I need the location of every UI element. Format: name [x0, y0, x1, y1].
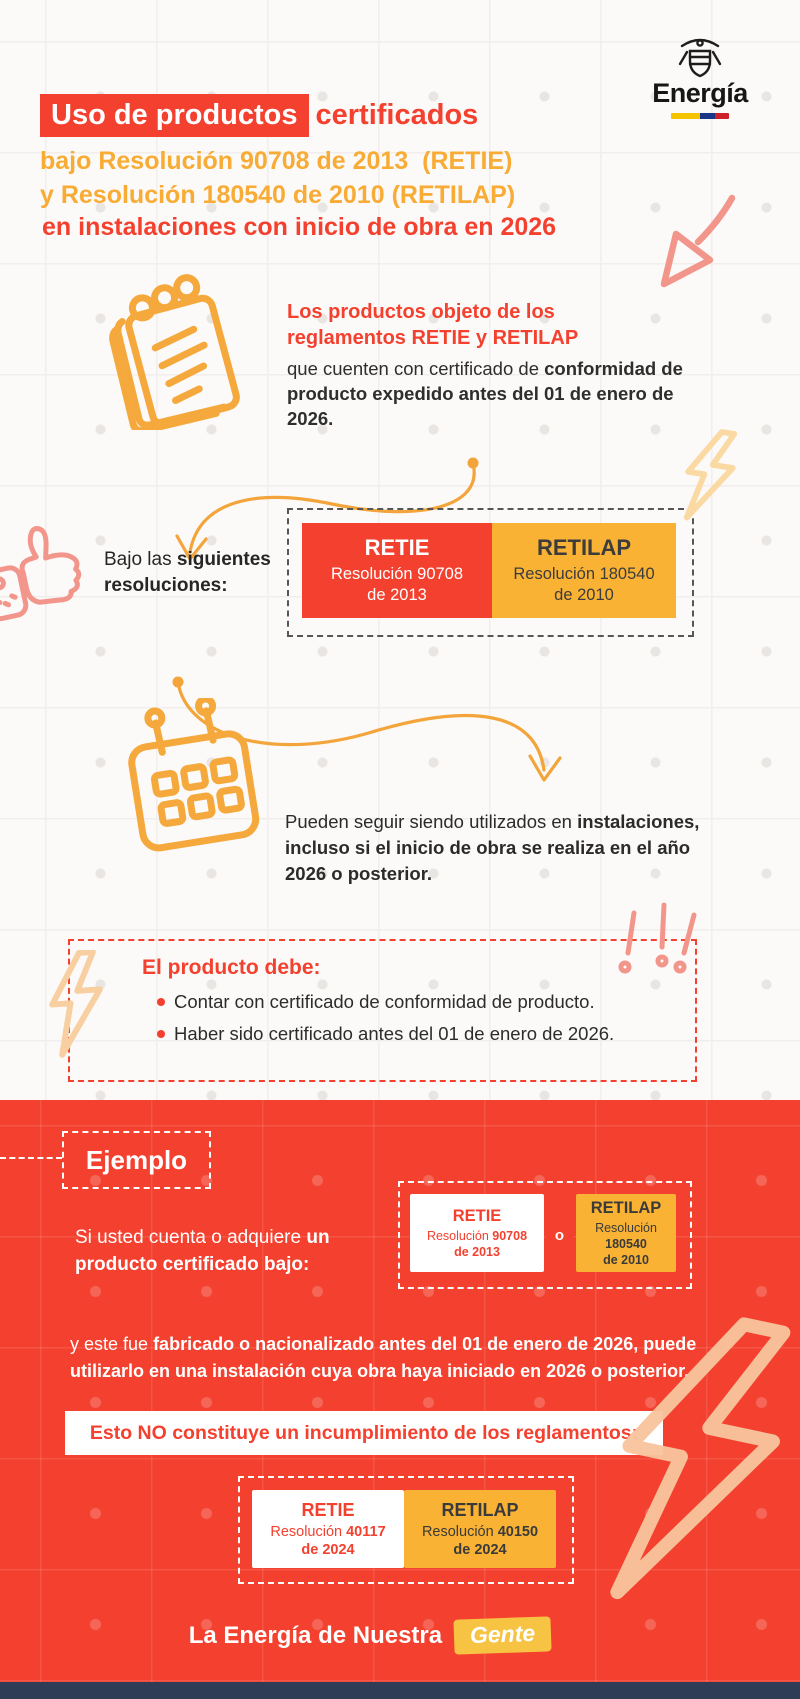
- lightning-bolt-doodle-icon: [680, 426, 738, 526]
- example-resolutions-box: RETIE Resolución 90708 de 2013 o RETILAP…: [398, 1181, 692, 1289]
- requirements-heading: El producto debe:: [142, 956, 321, 979]
- title-highlight: Uso de productos: [40, 94, 309, 137]
- usage-regular: Pueden seguir siendo utilizados en: [285, 811, 578, 832]
- lightning-bolt-doodle-icon: [38, 950, 114, 1058]
- retie-title: RETIE: [452, 1206, 502, 1225]
- tagline-highlight: Gente: [453, 1616, 552, 1655]
- retie-resolution-number: 90708: [492, 1228, 528, 1243]
- retilap-resolution-label: Resolución: [595, 1220, 657, 1235]
- resolutions-dashed-box: RETIE Resolución 90708 de 2013 RETILAP R…: [287, 508, 694, 637]
- colombia-flag-bar: [671, 113, 729, 119]
- intro-body: que cuenten con certificado de conformid…: [287, 356, 685, 431]
- retie-resolution-number: 40117: [346, 1523, 386, 1540]
- usage-paragraph: Pueden seguir siendo utilizados en insta…: [285, 809, 727, 887]
- intro-heading-line1: Los productos objeto de los: [287, 301, 555, 323]
- under-label-bold1: siguientes: [176, 549, 271, 570]
- thumbs-up-icon: [0, 518, 98, 632]
- retilap-year: de 2010: [603, 1252, 649, 1267]
- retie-card: RETIE Resolución 90708 de 2013: [302, 523, 492, 618]
- intro-body-regular: que cuenten con certificado de: [287, 358, 545, 379]
- title-line4: en instalaciones con inicio de obra en 2…: [42, 213, 557, 241]
- retilap-resolution-label: Resolución: [421, 1523, 498, 1540]
- retie-resolution-label: Resolución: [426, 1228, 493, 1243]
- retilap-card: RETILAP Resolución 180540 de 2010: [492, 523, 676, 618]
- retie-title: RETIE: [301, 1499, 355, 1520]
- calendar-icon: [115, 698, 270, 863]
- retilap-title: RETILAP: [590, 1198, 662, 1217]
- ejemplo-title-box: Ejemplo: [62, 1131, 211, 1189]
- pink-doodle-arrow-icon: [648, 190, 743, 298]
- example-intro-regular: Si usted cuenta o adquiere: [75, 1227, 307, 1248]
- retie-resolution-label: Resolución: [270, 1523, 347, 1540]
- notepad-icon: [98, 268, 258, 430]
- no-breach-notice-text: Esto NO constituye un incumplimiento de …: [89, 1421, 639, 1444]
- retie-year: de 2024: [301, 1541, 355, 1558]
- retie-year: de 2013: [367, 586, 427, 604]
- retilap-title: RETILAP: [536, 535, 632, 560]
- tagline-text: La Energía de Nuestra: [188, 1621, 443, 1649]
- retilap-resolution: Resolución 180540: [513, 565, 655, 583]
- new-retie-card: RETIE Resolución 40117 de 2024: [252, 1490, 404, 1568]
- retie-year: de 2013: [454, 1244, 500, 1259]
- requirements-box: El producto debe: Contar con certificado…: [68, 939, 697, 1082]
- example-retilap-card: RETILAP Resolución 180540 de 2010: [576, 1194, 676, 1272]
- retilap-resolution-number: 40150: [497, 1523, 539, 1540]
- retie-title: RETIE: [364, 535, 430, 560]
- under-resolutions-label: Bajo las siguientes resoluciones:: [104, 547, 299, 599]
- new-retilap-card: RETILAP Resolución 40150 de 2024: [404, 1490, 556, 1568]
- retilap-title: RETILAP: [441, 1499, 519, 1520]
- title-line3: y Resolución 180540 de 2010 (RETILAP): [40, 181, 516, 209]
- requirements-list: Contar con certificado de conformidad de…: [156, 991, 615, 1055]
- new-resolutions-box: RETIE Resolución 40117 de 2024 RETILAP R…: [238, 1476, 574, 1584]
- example-body-regular: y este fue: [70, 1334, 154, 1354]
- usage-bold: instalaciones, incluso si el inicio de o…: [285, 811, 700, 884]
- example-intro: Si usted cuenta o adquiere un producto c…: [75, 1224, 375, 1278]
- example-paragraph: y este fue fabricado o nacionalizado ant…: [70, 1331, 715, 1385]
- example-retie-card: RETIE Resolución 90708 de 2013: [410, 1194, 544, 1272]
- retilap-resolution-number: 180540: [605, 1236, 647, 1251]
- brand-wordmark: Energía: [652, 78, 748, 108]
- coat-of-arms-icon: [676, 33, 724, 79]
- requirement-item: Haber sido certificado antes del 01 de e…: [156, 1023, 615, 1044]
- large-lightning-bolt-icon: [598, 1308, 793, 1618]
- no-breach-notice-bar: Esto NO constituye un incumplimiento de …: [65, 1411, 663, 1455]
- curved-arrow-down-left-icon: [150, 420, 510, 590]
- page-title: Uso de productos certificados: [40, 94, 478, 137]
- retie-resolution: Resolución 90708: [330, 565, 464, 583]
- under-label-regular: Bajo las: [104, 549, 177, 570]
- or-badge: o: [546, 1222, 573, 1248]
- intro-heading-line2: reglamentos RETIE y RETILAP: [287, 327, 579, 349]
- title-line2: bajo Resolución 90708 de 2013 (RETIE): [40, 147, 513, 175]
- example-body-bold: fabricado o nacionalizado antes del 01 d…: [70, 1334, 697, 1381]
- example-intro-bold: un producto certificado bajo:: [75, 1227, 330, 1275]
- requirement-item: Contar con certificado de conformidad de…: [156, 991, 614, 1013]
- under-label-bold2: resoluciones:: [104, 575, 228, 596]
- title-rest: certificados: [315, 99, 479, 131]
- ejemplo-connector-dash: [0, 1157, 62, 1159]
- retilap-year: de 2010: [554, 586, 614, 604]
- intro-block: Los productos objeto de los reglamentos …: [287, 299, 685, 431]
- ejemplo-title: Ejemplo: [85, 1144, 188, 1175]
- intro-body-bold: conformidad de producto expedido antes d…: [287, 358, 683, 429]
- exclamation-marks-icon: [612, 901, 710, 997]
- footer-tagline: La Energía de Nuestra Gente: [0, 1616, 740, 1655]
- bottom-navy-strip: [0, 1682, 800, 1699]
- retilap-year: de 2024: [453, 1541, 507, 1558]
